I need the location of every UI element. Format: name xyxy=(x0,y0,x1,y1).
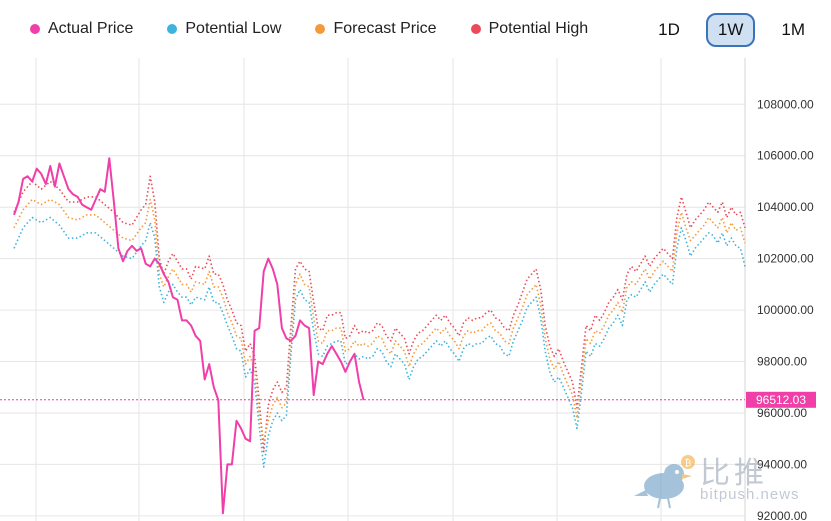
watermark-english-text: bitpush.news xyxy=(700,486,800,503)
current-price-marker: 96512.03 xyxy=(0,391,816,408)
watermark-chinese-text: 比推 xyxy=(700,456,768,491)
y-tick-label: 106000.00 xyxy=(757,149,814,163)
series-line-forecast-price xyxy=(13,198,746,443)
y-tick-label: 108000.00 xyxy=(757,97,814,111)
legend-item-forecast-price[interactable]: Forecast Price xyxy=(315,20,437,38)
legend-label-potential-high: Potential High xyxy=(488,20,589,37)
legend-label-potential-low: Potential Low xyxy=(185,20,282,37)
bitpush-watermark: ₿ 比推 bitpush.news xyxy=(634,448,824,518)
y-tick-label: 102000.00 xyxy=(757,252,814,266)
timeframe-1w-button[interactable]: 1W xyxy=(705,13,756,47)
timeframe-1m-button[interactable]: 1M xyxy=(781,20,805,39)
bird-logo-icon: ₿ xyxy=(634,455,695,509)
chart-grid xyxy=(0,58,746,521)
series-line-actual-price xyxy=(13,157,365,515)
legend-label-actual-price: Actual Price xyxy=(48,20,134,37)
legend-label-forecast-price: Forecast Price xyxy=(333,20,437,37)
legend-item-actual-price[interactable]: Actual Price xyxy=(30,20,133,38)
series-line-potential-high xyxy=(13,175,746,453)
current-price-label: 96512.03 xyxy=(756,393,806,407)
y-tick-label: 100000.00 xyxy=(757,303,814,317)
legend-dot-potential-low xyxy=(167,24,178,34)
timeframe-selector: 1D 1W 1M xyxy=(646,13,817,47)
timeframe-1d-button[interactable]: 1D xyxy=(658,20,680,39)
legend-dot-potential-high xyxy=(470,24,481,34)
legend-dot-actual-price xyxy=(30,24,40,34)
svg-text:₿: ₿ xyxy=(685,458,692,469)
y-tick-label: 98000.00 xyxy=(757,355,807,369)
y-tick-label: 92000.00 xyxy=(757,509,807,521)
y-tick-label: 96000.00 xyxy=(757,406,807,420)
chart-series xyxy=(13,157,746,515)
legend-item-potential-high[interactable]: Potential High xyxy=(470,20,589,38)
y-tick-label: 104000.00 xyxy=(757,200,814,214)
legend-item-potential-low[interactable]: Potential Low xyxy=(167,20,281,38)
legend-dot-forecast-price xyxy=(315,24,326,34)
chart-legend: Actual Price Potential Low Forecast Pric… xyxy=(30,20,588,38)
y-axis-ticks: 92000.00 94000.00 96000.00 98000.00 100000.0… xyxy=(757,97,814,521)
current-price-badge xyxy=(746,391,816,408)
series-line-potential-low xyxy=(13,216,746,468)
y-tick-label: 94000.00 xyxy=(757,457,807,471)
